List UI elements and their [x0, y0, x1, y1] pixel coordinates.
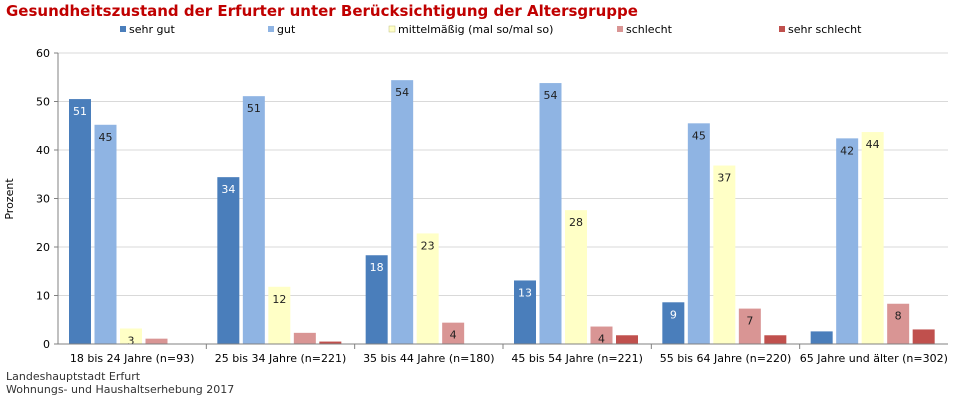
bar — [319, 341, 342, 344]
data-label: 8 — [895, 310, 902, 323]
bar — [687, 123, 710, 344]
data-label: 54 — [395, 86, 409, 99]
gridlines — [58, 52, 948, 296]
y-axis-ticks: 0 10 20 30 40 50 60 — [36, 47, 58, 351]
bar — [539, 83, 562, 344]
data-label: 4 — [450, 329, 457, 342]
bar — [764, 335, 787, 344]
x-tick-label: 45 bis 54 Jahre (n=221) — [511, 352, 643, 365]
legend-swatch — [617, 26, 623, 32]
bars — [69, 80, 935, 344]
data-label: 7 — [746, 315, 753, 328]
bar — [565, 210, 587, 344]
y-axis-title: Prozent — [3, 178, 16, 220]
data-label: 45 — [99, 131, 113, 144]
x-tick-label: 35 bis 44 Jahre (n=180) — [363, 352, 495, 365]
bar — [616, 335, 638, 344]
bar — [810, 331, 833, 344]
legend-swatch — [388, 25, 396, 33]
y-tick-label: 0 — [43, 338, 50, 351]
legend-label: schlecht — [626, 23, 673, 36]
chart-title: Gesundheitszustand der Erfurter unter Be… — [6, 2, 638, 20]
data-label: 51 — [247, 102, 261, 115]
data-label: 9 — [670, 308, 677, 321]
data-label: 34 — [221, 183, 235, 196]
data-label: 42 — [840, 144, 854, 157]
legend-label: gut — [277, 23, 296, 36]
data-label: 12 — [272, 293, 286, 306]
bar — [217, 177, 240, 344]
data-label: 28 — [569, 216, 583, 229]
data-label: 37 — [717, 172, 731, 185]
y-tick-label: 10 — [36, 290, 50, 303]
bar — [293, 332, 316, 344]
bar — [861, 132, 884, 344]
bar — [242, 96, 265, 344]
bar — [887, 303, 910, 344]
legend: sehr gut gut mittelmäßig (mal so/mal so) sc… — [120, 23, 862, 36]
bar — [836, 138, 859, 344]
bar — [514, 280, 536, 344]
data-label: 18 — [370, 261, 384, 274]
bar — [442, 322, 465, 344]
x-tick-label: 55 bis 64 Jahre (n=220) — [660, 352, 792, 365]
bar — [120, 328, 142, 344]
bar — [912, 329, 935, 344]
data-label: 51 — [73, 105, 87, 118]
x-tick-label: 25 bis 34 Jahre (n=221) — [215, 352, 347, 365]
bar — [416, 233, 439, 344]
y-tick-label: 40 — [36, 144, 50, 157]
data-label: 4 — [598, 333, 605, 346]
bar — [94, 124, 117, 344]
legend-label: sehr schlecht — [788, 23, 862, 36]
data-label: 3 — [128, 334, 135, 347]
source-line-1: Landeshauptstadt Erfurt — [6, 370, 141, 383]
bar — [145, 338, 168, 344]
legend-swatch — [779, 26, 785, 32]
y-tick-label: 20 — [36, 241, 50, 254]
data-label: 23 — [421, 239, 435, 252]
bar — [590, 326, 613, 344]
legend-label: mittelmäßig (mal so/mal so) — [398, 23, 553, 36]
source-line-2: Wohnungs- und Haushaltserhebung 2017 — [6, 383, 234, 396]
bar — [365, 255, 388, 344]
bar — [391, 80, 414, 344]
x-axis-labels: 18 bis 24 Jahre (n=93) 25 bis 34 Jahre (n… — [70, 352, 948, 365]
bar — [738, 308, 761, 344]
y-tick-label: 50 — [36, 96, 50, 109]
legend-swatch — [268, 26, 274, 32]
axes — [57, 53, 948, 349]
data-label: 45 — [692, 129, 706, 142]
data-label: 13 — [518, 286, 532, 299]
data-label: 44 — [866, 138, 880, 151]
bar — [713, 165, 736, 344]
bar — [268, 286, 291, 344]
legend-swatch — [120, 26, 126, 32]
data-label: 54 — [544, 89, 558, 102]
legend-label: sehr gut — [129, 23, 175, 36]
y-tick-label: 30 — [36, 193, 50, 206]
bar — [662, 302, 685, 344]
x-tick-label: 18 bis 24 Jahre (n=93) — [70, 352, 195, 365]
data-labels: 51 45 3 34 51 12 18 54 23 4 13 54 28 4 9 45 37 7 42 44 8 — [73, 86, 902, 347]
x-tick-label: 65 Jahre und älter (n=302) — [800, 352, 948, 365]
bar — [69, 99, 91, 344]
y-tick-label: 60 — [36, 47, 50, 60]
